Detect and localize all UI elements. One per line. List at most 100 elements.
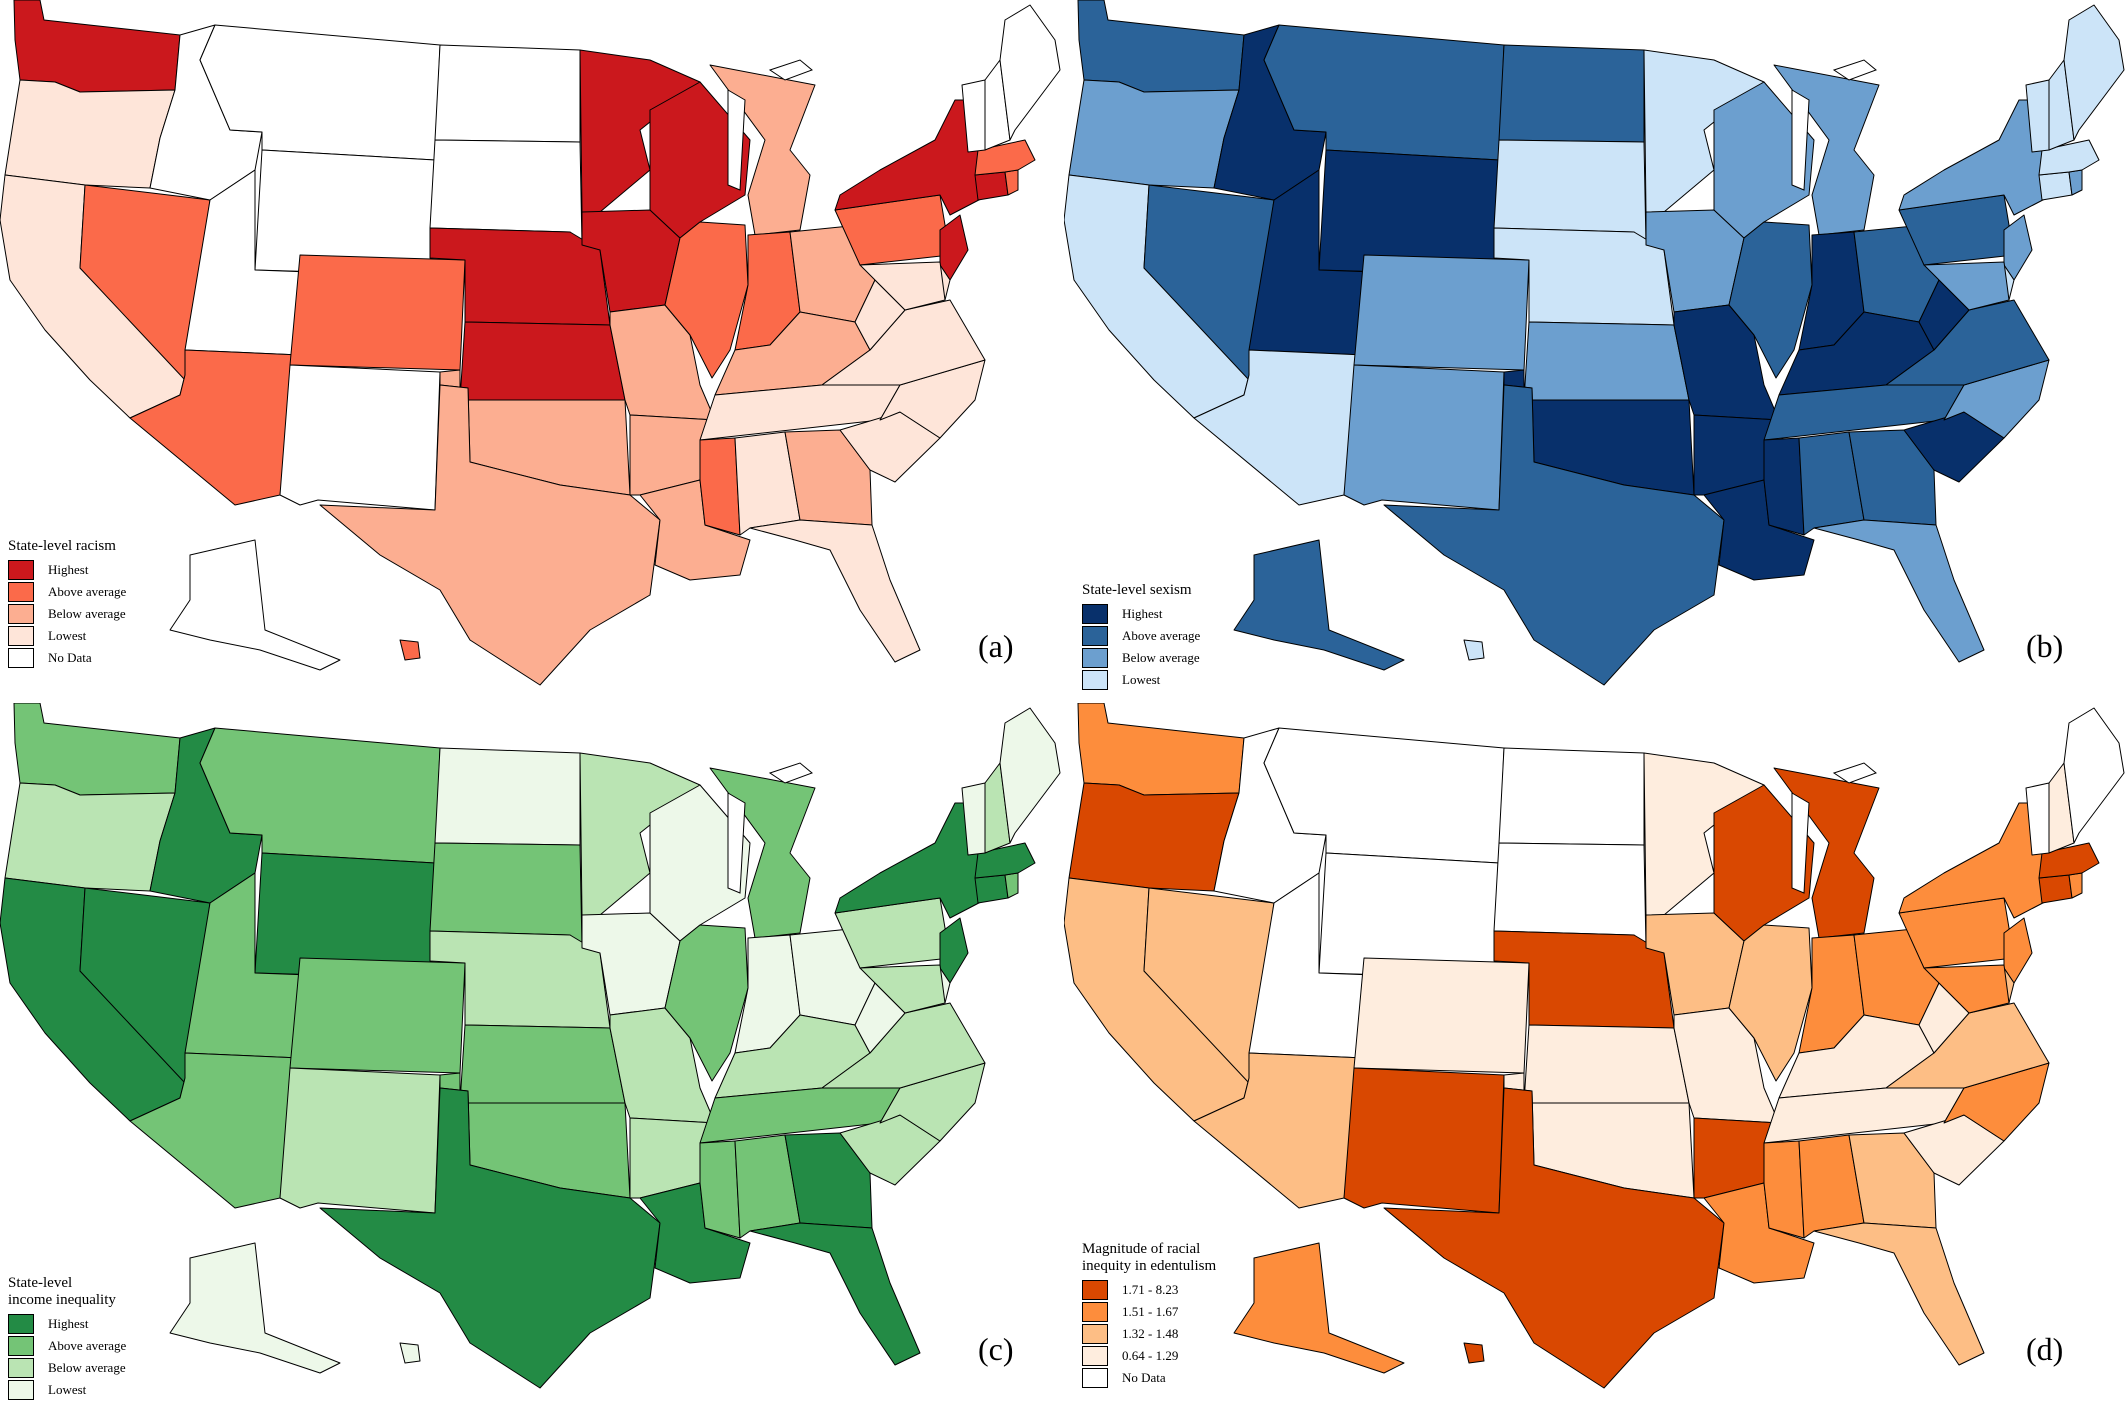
state-wa [13, 0, 181, 93]
legend-title: State-level sexism [1082, 582, 1192, 598]
state-md [859, 964, 946, 1014]
legend-swatch [1082, 604, 1108, 624]
state-tx [319, 384, 661, 686]
legend-title: Magnitude of racial inequity in edentuli… [1082, 1241, 1217, 1274]
legend-item: Above average [8, 1335, 126, 1357]
state-nm [1343, 1067, 1505, 1214]
legend-title: State-level income inequality [8, 1275, 116, 1308]
legend-item: Highest [8, 1313, 126, 1335]
state-ma [2038, 842, 2100, 879]
legend-swatch [1082, 1368, 1108, 1388]
state-nj [2003, 214, 2033, 281]
legend-swatch [1082, 1324, 1108, 1344]
legend-swatch [8, 626, 34, 646]
legend-item: 1.51 - 1.67 [1082, 1301, 1216, 1323]
state-tx [1383, 384, 1725, 686]
state-nm [1343, 364, 1505, 511]
legend-swatch [1082, 648, 1108, 668]
legend-label: 0.64 - 1.29 [1122, 1348, 1179, 1363]
legend-racism: State-level racism Highest Above average B… [8, 538, 126, 669]
legend-swatch [1082, 670, 1108, 690]
state-fl [1813, 1222, 1985, 1366]
lake-1 [1832, 762, 1877, 784]
legend-swatch [8, 560, 34, 580]
state-nm [279, 364, 441, 511]
map-panel-income-inequality: State-level income inequality Highest Abo… [0, 703, 1064, 1406]
legend-item: Above average [8, 581, 126, 603]
state-hi [399, 1342, 421, 1364]
us-map-racism [0, 0, 1061, 686]
legend-item: Lowest [1082, 669, 1200, 691]
legend-item: No Data [8, 647, 126, 669]
legend-item: No Data [1082, 1367, 1216, 1389]
state-nd [1498, 44, 1645, 143]
state-ct [974, 874, 1009, 904]
state-ms [1763, 437, 1805, 536]
state-hi [1463, 1342, 1485, 1364]
legend-item: Below average [8, 603, 126, 625]
legend-items: Highest Above average Below average Lowest N… [8, 559, 126, 669]
legend-label: Below average [48, 606, 126, 621]
state-or [4, 79, 176, 189]
state-il [664, 221, 749, 379]
state-tx [319, 1087, 661, 1389]
state-nd [434, 44, 581, 143]
legend-income-inequality: State-level income inequality Highest Abo… [8, 1275, 126, 1401]
state-nd [434, 747, 581, 846]
state-il [664, 924, 749, 1082]
legend-swatch [8, 1314, 34, 1334]
legend-edentulism: Magnitude of racial inequity in edentuli… [1082, 1241, 1216, 1389]
state-ks [1523, 1024, 1690, 1104]
state-il [1728, 221, 1813, 379]
state-ma [974, 842, 1036, 879]
legend-label: No Data [1122, 1370, 1166, 1385]
legend-title: State-level racism [8, 538, 116, 554]
state-co [1353, 254, 1530, 371]
state-ma [974, 139, 1036, 176]
state-nd [1498, 747, 1645, 846]
legend-swatch [8, 604, 34, 624]
lake-0 [1791, 792, 1810, 894]
state-mi [709, 767, 816, 939]
map-panel-edentulism-inequity: Magnitude of racial inequity in edentuli… [1064, 703, 2128, 1406]
legend-swatch [1082, 1346, 1108, 1366]
state-il [1728, 924, 1813, 1082]
state-ks [459, 321, 626, 401]
state-ak [1233, 1242, 1405, 1374]
legend-label: 1.51 - 1.67 [1122, 1304, 1179, 1319]
state-co [1353, 957, 1530, 1074]
lake-1 [768, 762, 813, 784]
state-co [289, 957, 466, 1074]
state-ms [699, 1140, 741, 1239]
state-ms [699, 437, 741, 536]
state-ga [1848, 1132, 1937, 1229]
state-nj [2003, 917, 2033, 984]
state-md [1923, 261, 2010, 311]
state-wa [1077, 703, 1245, 796]
state-me [2063, 4, 2125, 141]
state-hi [1463, 639, 1485, 661]
panel-label: (d) [2026, 1331, 2064, 1367]
state-mi [1773, 64, 1880, 236]
panel-label: (c) [978, 1331, 1014, 1367]
legend-item: Highest [1082, 603, 1200, 625]
legend-item: Above average [1082, 625, 1200, 647]
legend-swatch [1082, 626, 1108, 646]
state-fl [749, 1222, 921, 1366]
state-ct [974, 171, 1009, 201]
lake-0 [727, 792, 746, 894]
legend-label: 1.32 - 1.48 [1122, 1326, 1179, 1341]
legend-label: Highest [48, 1316, 89, 1331]
legend-swatch [1082, 1280, 1108, 1300]
state-tx [1383, 1087, 1725, 1389]
state-ga [784, 429, 873, 526]
state-me [2063, 707, 2125, 844]
state-ga [784, 1132, 873, 1229]
legend-swatch [8, 1380, 34, 1400]
legend-label: Above average [48, 584, 127, 599]
legend-label: Lowest [1122, 672, 1161, 687]
state-fl [1813, 519, 1985, 663]
state-nj [939, 214, 969, 281]
legend-swatch [8, 648, 34, 668]
legend-label: Highest [1122, 606, 1163, 621]
